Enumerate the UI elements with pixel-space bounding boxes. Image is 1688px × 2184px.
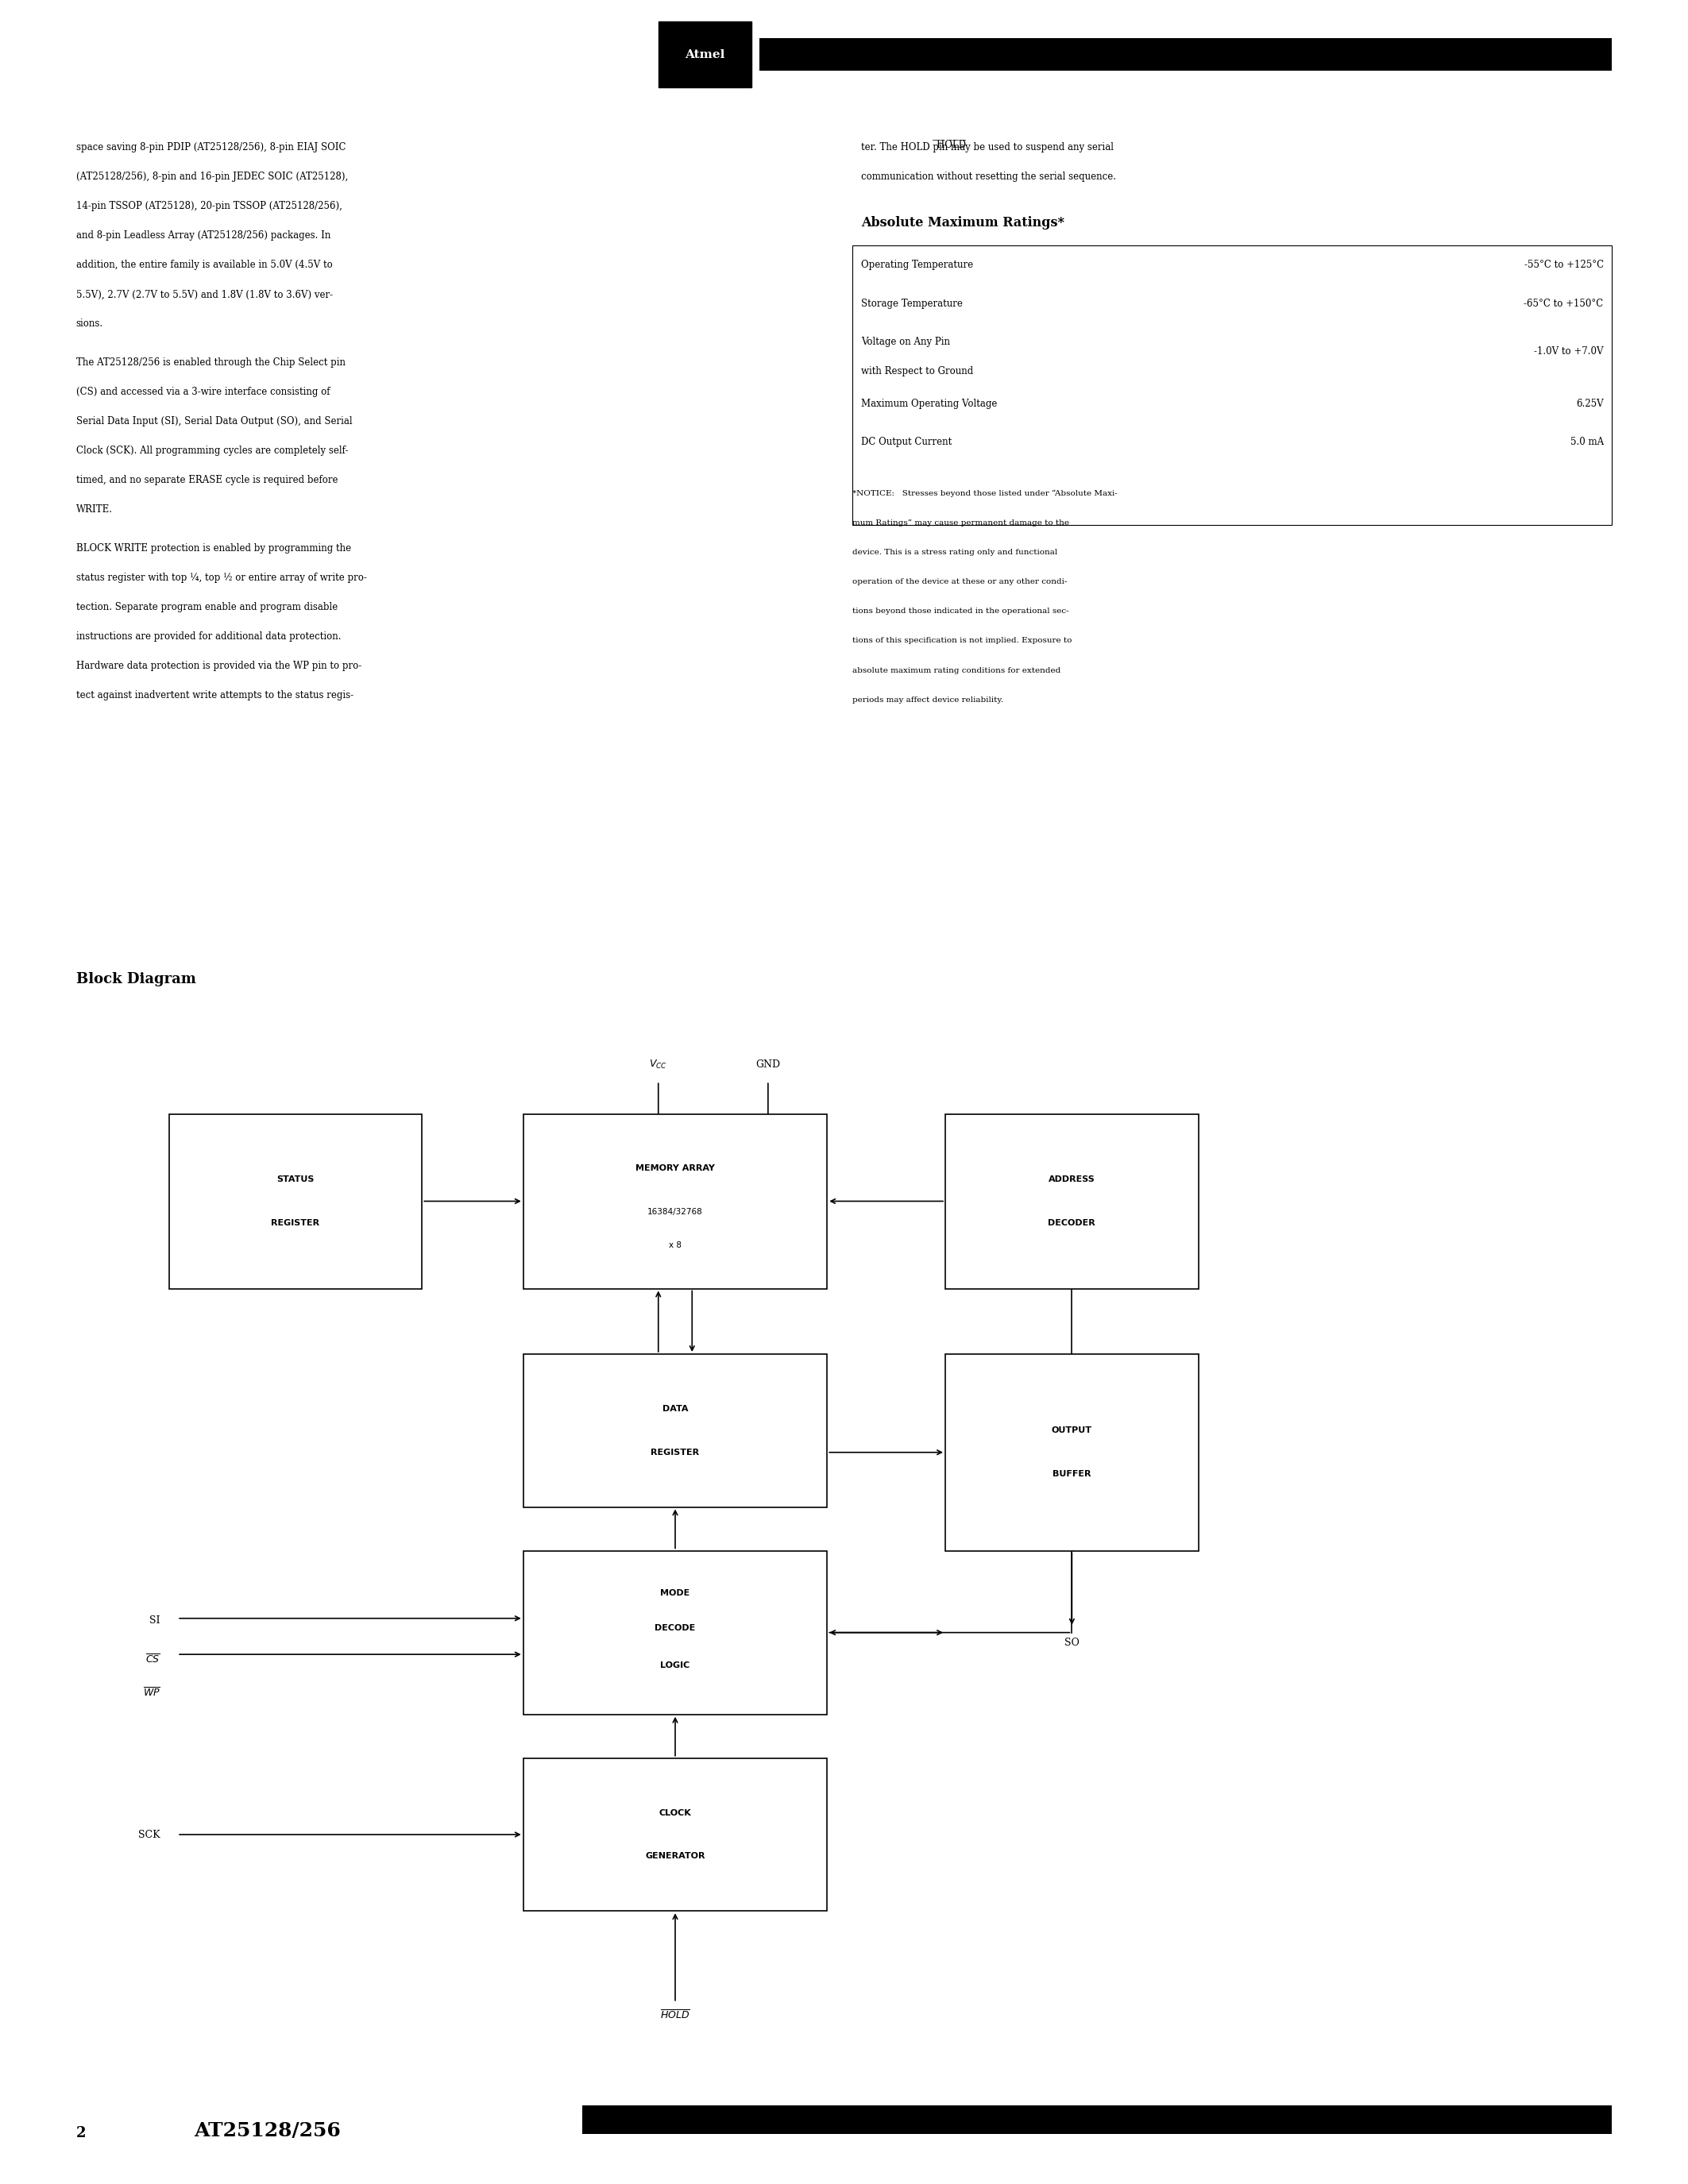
Text: 5.5V), 2.7V (2.7V to 5.5V) and 1.8V (1.8V to 3.6V) ver-: 5.5V), 2.7V (2.7V to 5.5V) and 1.8V (1.8…	[76, 288, 333, 299]
Text: SCK: SCK	[138, 1830, 160, 1839]
Text: 14-pin TSSOP (AT25128), 20-pin TSSOP (AT25128/256),: 14-pin TSSOP (AT25128), 20-pin TSSOP (AT…	[76, 201, 343, 212]
Bar	[169, 1114, 422, 1289]
Text: absolute maximum rating conditions for extended: absolute maximum rating conditions for e…	[852, 666, 1060, 675]
Text: $\overline{WP}$: $\overline{WP}$	[143, 1686, 160, 1699]
Text: ADDRESS: ADDRESS	[1048, 1175, 1096, 1184]
Text: -1.0V to +7.0V: -1.0V to +7.0V	[1534, 345, 1604, 356]
Text: $\overline{HOLD}$: $\overline{HOLD}$	[660, 2009, 690, 2022]
Text: AT25128/256: AT25128/256	[194, 2121, 341, 2140]
Text: DECODER: DECODER	[1048, 1219, 1096, 1227]
Text: tions beyond those indicated in the operational sec-: tions beyond those indicated in the oper…	[852, 607, 1069, 616]
Bar	[852, 245, 1612, 524]
Text: -65°C to +150°C: -65°C to +150°C	[1524, 299, 1604, 308]
Text: x 8: x 8	[668, 1241, 682, 1249]
Text: DATA: DATA	[662, 1404, 689, 1413]
Text: ̅H̅O̅L̅D̅: ̅H̅O̅L̅D̅	[937, 140, 966, 151]
Text: (CS) and accessed via a 3-wire interface consisting of: (CS) and accessed via a 3-wire interface…	[76, 387, 329, 397]
Text: device. This is a stress rating only and functional: device. This is a stress rating only and…	[852, 548, 1058, 557]
Text: REGISTER: REGISTER	[272, 1219, 319, 1227]
Text: instructions are provided for additional data protection.: instructions are provided for additional…	[76, 631, 341, 642]
Bar	[760, 39, 1612, 72]
Text: Block Diagram: Block Diagram	[76, 972, 196, 987]
Text: Atmel: Atmel	[685, 48, 724, 61]
Text: MEMORY ARRAY: MEMORY ARRAY	[635, 1164, 716, 1173]
Text: operation of the device at these or any other condi-: operation of the device at these or any …	[852, 579, 1067, 585]
Text: Operating Temperature: Operating Temperature	[861, 260, 972, 271]
Text: sions.: sions.	[76, 319, 103, 330]
Text: communication without resetting the serial sequence.: communication without resetting the seri…	[861, 170, 1116, 181]
Bar	[523, 1551, 827, 1714]
Text: Voltage on Any Pin: Voltage on Any Pin	[861, 336, 950, 347]
Text: addition, the entire family is available in 5.0V (4.5V to: addition, the entire family is available…	[76, 260, 333, 271]
Text: REGISTER: REGISTER	[652, 1448, 699, 1457]
Bar	[945, 1354, 1198, 1551]
Text: tions of this specification is not implied. Exposure to: tions of this specification is not impli…	[852, 638, 1072, 644]
Text: GENERATOR: GENERATOR	[645, 1852, 706, 1861]
Bar	[523, 1354, 827, 1507]
Bar	[523, 1114, 827, 1289]
Text: *NOTICE:   Stresses beyond those listed under “Absolute Maxi-: *NOTICE: Stresses beyond those listed un…	[852, 489, 1117, 498]
Text: $V_{CC}$: $V_{CC}$	[650, 1059, 667, 1070]
Text: MODE: MODE	[660, 1590, 690, 1597]
Text: Storage Temperature: Storage Temperature	[861, 299, 962, 308]
Bar	[582, 2105, 1612, 2134]
Text: tection. Separate program enable and program disable: tection. Separate program enable and pro…	[76, 603, 338, 612]
Bar	[658, 22, 751, 87]
Text: STATUS: STATUS	[277, 1175, 314, 1184]
Text: (AT25128/256), 8-pin and 16-pin JEDEC SOIC (AT25128),: (AT25128/256), 8-pin and 16-pin JEDEC SO…	[76, 170, 348, 181]
Text: CLOCK: CLOCK	[658, 1808, 692, 1817]
Text: space saving 8-pin PDIP (AT25128/256), 8-pin EIAJ SOIC: space saving 8-pin PDIP (AT25128/256), 8…	[76, 142, 346, 153]
Text: timed, and no separate ERASE cycle is required before: timed, and no separate ERASE cycle is re…	[76, 476, 338, 485]
Text: SO: SO	[1065, 1638, 1079, 1649]
Text: periods may affect device reliability.: periods may affect device reliability.	[852, 697, 1003, 703]
Text: Maximum Operating Voltage: Maximum Operating Voltage	[861, 397, 998, 408]
Text: Clock (SCK). All programming cycles are completely self-: Clock (SCK). All programming cycles are …	[76, 446, 348, 456]
Text: 2: 2	[76, 2125, 86, 2140]
Text: and 8-pin Leadless Array (AT25128/256) packages. In: and 8-pin Leadless Array (AT25128/256) p…	[76, 229, 331, 240]
Text: DC Output Current: DC Output Current	[861, 437, 952, 448]
Text: with Respect to Ground: with Respect to Ground	[861, 367, 972, 376]
Text: BLOCK WRITE protection is enabled by programming the: BLOCK WRITE protection is enabled by pro…	[76, 544, 351, 553]
Text: Serial Data Input (SI), Serial Data Output (SO), and Serial: Serial Data Input (SI), Serial Data Outp…	[76, 417, 353, 426]
Text: BUFFER: BUFFER	[1053, 1470, 1090, 1479]
Bar	[945, 1114, 1198, 1289]
Text: OUTPUT: OUTPUT	[1052, 1426, 1092, 1435]
Text: Absolute Maximum Ratings*: Absolute Maximum Ratings*	[861, 216, 1063, 229]
Text: DECODE: DECODE	[655, 1625, 695, 1631]
Text: -55°C to +125°C: -55°C to +125°C	[1524, 260, 1604, 271]
Text: ter. The HOLD pin may be used to suspend any serial: ter. The HOLD pin may be used to suspend…	[861, 142, 1114, 153]
Text: tect against inadvertent write attempts to the status regis-: tect against inadvertent write attempts …	[76, 690, 353, 701]
Text: $\overline{CS}$: $\overline{CS}$	[145, 1653, 160, 1666]
Bar	[523, 1758, 827, 1911]
Text: Hardware data protection is provided via the WP pin to pro-: Hardware data protection is provided via…	[76, 662, 361, 670]
Text: GND: GND	[756, 1059, 780, 1070]
Text: mum Ratings” may cause permanent damage to the: mum Ratings” may cause permanent damage …	[852, 520, 1069, 526]
Text: status register with top ¼, top ½ or entire array of write pro-: status register with top ¼, top ½ or ent…	[76, 572, 366, 583]
Text: 5.0 mA: 5.0 mA	[1570, 437, 1604, 448]
Text: LOGIC: LOGIC	[660, 1662, 690, 1669]
Text: WRITE.: WRITE.	[76, 505, 113, 515]
Text: The AT25128/256 is enabled through the Chip Select pin: The AT25128/256 is enabled through the C…	[76, 358, 346, 367]
Text: 6.25V: 6.25V	[1577, 397, 1604, 408]
Text: 16384/32768: 16384/32768	[648, 1208, 702, 1216]
Text: SI: SI	[150, 1616, 160, 1625]
